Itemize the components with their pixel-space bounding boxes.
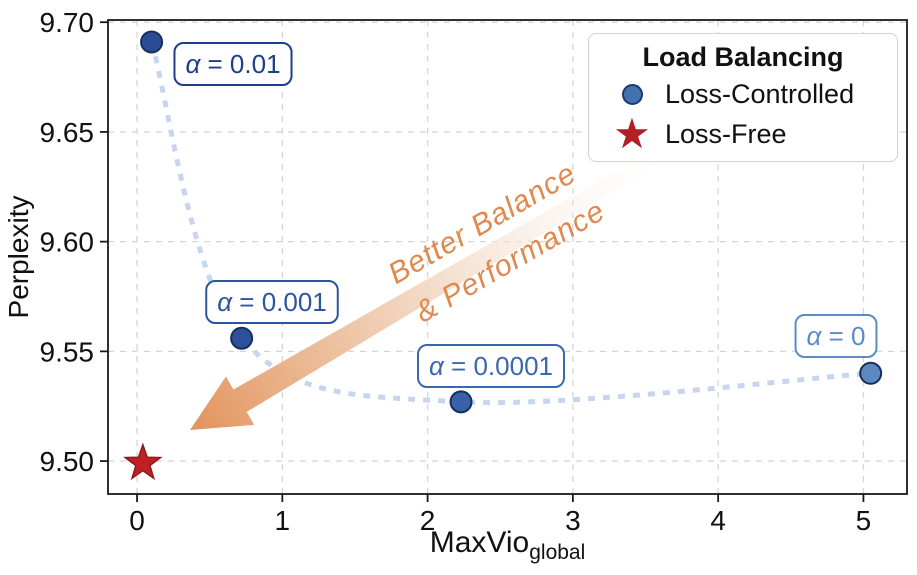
alpha-annotation-label: α = 0.01: [185, 49, 280, 79]
y-tick-label: 9.70: [40, 7, 95, 38]
alpha-annotation: α = 0.0001: [417, 344, 565, 388]
x-tick-label: 5: [856, 505, 872, 536]
x-tick-label: 0: [129, 505, 145, 536]
axis-frame: [107, 19, 908, 495]
alpha-annotation-label: α = 0.0001: [429, 351, 553, 381]
y-tick-label: 9.50: [40, 446, 95, 477]
x-tick-label: 4: [710, 505, 726, 536]
loss-controlled-circle-icon: [621, 83, 643, 105]
data-point-loss-controlled: [449, 390, 473, 414]
x-tick-label: 1: [275, 505, 291, 536]
alpha-annotation: α = 0.001: [205, 280, 339, 324]
alpha-annotation-box: [173, 42, 293, 86]
x-tick-label: 3: [565, 505, 581, 536]
alpha-annotation-box: [417, 344, 565, 388]
trend-curve: [149, 41, 871, 406]
legend-label-loss-controlled: Loss-Controlled: [665, 78, 855, 109]
legend-marker-cell: [599, 117, 665, 151]
x-axis-label: MaxVioglobal: [430, 526, 586, 564]
alpha-annotation-label: α = 0: [807, 321, 866, 351]
alpha-annotation: α = 0: [794, 314, 878, 358]
y-axis-label: Perplexity: [3, 196, 34, 319]
alpha-annotation-box: [794, 314, 878, 358]
data-point-loss-free: [123, 442, 163, 481]
data-point-loss-controlled: [230, 326, 254, 350]
loss-free-star-icon: [613, 117, 651, 151]
legend-item-loss-controlled: Loss-Controlled: [599, 74, 887, 114]
legend: Load Balancing Loss-Controlled Loss-Free: [588, 33, 898, 162]
legend-label-loss-free: Loss-Free: [665, 118, 787, 149]
alpha-annotation-box: [205, 280, 339, 324]
legend-marker-cell: [599, 83, 665, 105]
legend-title: Load Balancing: [642, 42, 844, 72]
y-tick-label: 9.65: [40, 117, 95, 148]
y-tick-label: 9.60: [40, 227, 95, 258]
data-point-loss-controlled: [859, 361, 883, 385]
y-tick-label: 9.55: [40, 336, 95, 367]
alpha-annotation: α = 0.01: [173, 42, 293, 86]
x-tick-label: 2: [420, 505, 436, 536]
data-point-loss-controlled: [140, 30, 164, 54]
alpha-annotation-label: α = 0.001: [217, 287, 327, 317]
legend-item-loss-free: Loss-Free: [599, 114, 887, 154]
better-balance-arrow: [190, 145, 669, 431]
